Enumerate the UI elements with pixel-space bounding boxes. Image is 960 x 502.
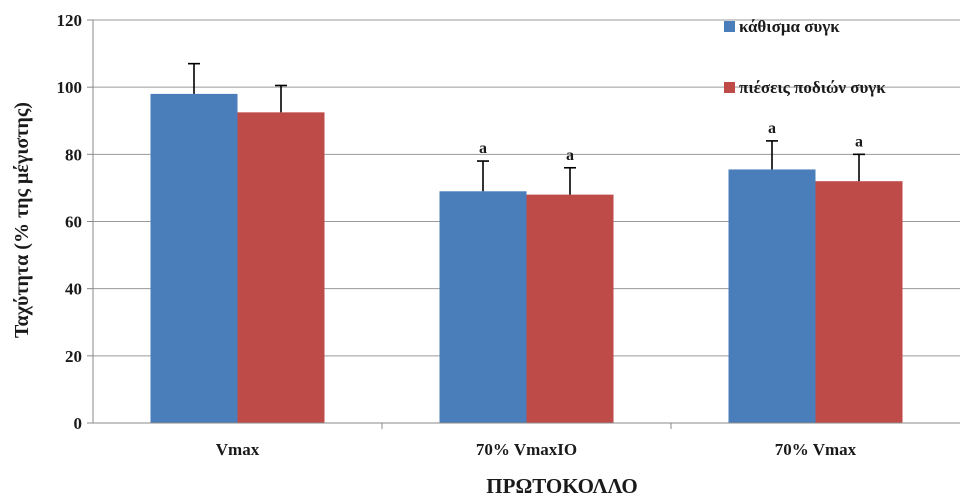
annotations: a a a a — [479, 120, 863, 164]
bar — [728, 169, 816, 423]
legend-label-series-2: πιέσεις ποδιών συγκ — [739, 78, 886, 97]
y-tick-label: 80 — [65, 145, 82, 164]
x-tick-label: 70% VmaxIO — [476, 440, 577, 459]
y-tick-label: 40 — [65, 280, 82, 299]
x-axis-title: ΠΡΩΤΟΚΟΛΛΟ — [486, 474, 637, 498]
significance-label: a — [566, 147, 574, 164]
y-tick-label: 120 — [57, 11, 83, 30]
y-tick-label: 20 — [65, 347, 82, 366]
x-tick-label: 70% Vmax — [775, 440, 857, 459]
y-tick-labels: 0 20 40 60 80 100 120 — [57, 11, 93, 433]
x-tick-labels: Vmax 70% VmaxIO 70% Vmax — [216, 423, 857, 459]
legend: κάθισμα συγκ πιέσεις ποδιών συγκ — [724, 17, 886, 97]
significance-label: a — [479, 140, 487, 157]
bar — [439, 191, 527, 423]
bar — [237, 112, 325, 424]
significance-label: a — [768, 120, 776, 137]
bars — [150, 62, 903, 424]
bar — [150, 93, 238, 423]
y-tick-label: 100 — [57, 78, 83, 97]
x-tick-label: Vmax — [216, 440, 260, 459]
y-tick-label: 60 — [65, 213, 82, 232]
bar — [815, 181, 903, 423]
y-tick-label: 0 — [74, 414, 83, 433]
significance-label: a — [855, 133, 863, 150]
y-axis-title: Ταχύτητα (% της μέγιστης) — [11, 102, 33, 338]
legend-swatch-series-1 — [724, 21, 735, 32]
legend-label-series-1: κάθισμα συγκ — [739, 17, 840, 36]
legend-swatch-series-2 — [724, 82, 735, 93]
bar — [526, 194, 614, 423]
